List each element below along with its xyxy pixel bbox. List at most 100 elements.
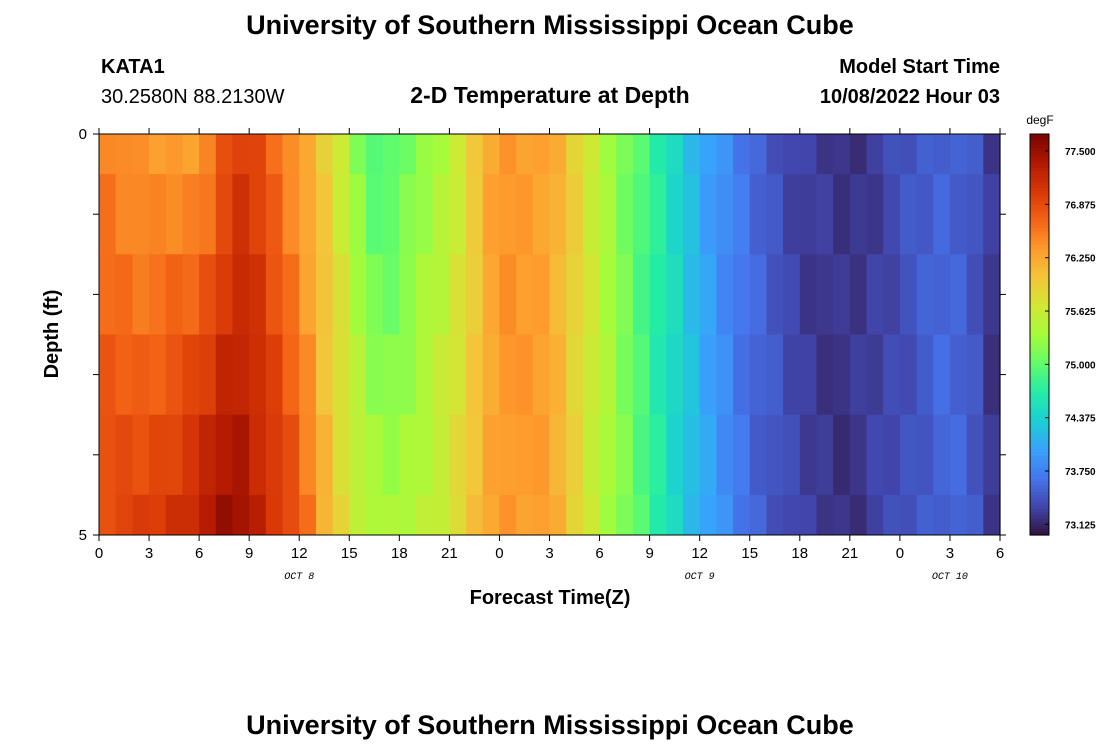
heatmap-cell: [315, 494, 334, 536]
heatmap-cell: [899, 334, 918, 416]
colorbar-segment: [1030, 421, 1049, 426]
heatmap-cell: [849, 254, 868, 335]
heatmap-cell: [582, 174, 601, 255]
heatmap-cell: [616, 174, 634, 255]
heatmap-cell: [966, 174, 984, 255]
colorbar-segment: [1030, 468, 1049, 473]
colorbar-segment: [1030, 240, 1049, 245]
heatmap-cell: [816, 414, 834, 496]
heatmap-cell: [899, 494, 918, 536]
heatmap-cell: [282, 494, 300, 536]
heatmap-cell: [549, 414, 567, 496]
heatmap-cell: [282, 334, 300, 416]
heatmap-cell: [599, 254, 617, 335]
colorbar-segment: [1030, 434, 1049, 439]
heatmap-cell: [466, 414, 484, 496]
colorbar-segment: [1030, 227, 1049, 232]
heatmap-cell: [249, 494, 267, 536]
heatmap-cell: [482, 254, 501, 335]
heatmap-cell: [115, 414, 133, 496]
heatmap-cell: [299, 494, 317, 536]
colorbar-segment: [1030, 160, 1049, 165]
colorbar-segment: [1030, 291, 1049, 295]
heatmap-cell: [983, 174, 1001, 255]
heatmap-cell: [165, 494, 184, 536]
heatmap-cell: [416, 134, 434, 175]
colorbar-segment: [1030, 401, 1049, 406]
heatmap-cell: [582, 494, 601, 536]
heatmap-cell: [949, 334, 968, 416]
heatmap-cell: [99, 494, 117, 536]
heatmap-cell: [432, 134, 450, 175]
heatmap-cell: [482, 494, 501, 536]
y-tick-label: 0: [79, 126, 87, 143]
heatmap-cell: [399, 494, 417, 536]
y-tick-label: 5: [79, 527, 87, 544]
heatmap-cell: [566, 134, 584, 175]
colorbar-segment: [1030, 154, 1049, 158]
heatmap-cell: [983, 254, 1001, 335]
heatmap-cell: [449, 334, 467, 416]
colorbar-segment: [1030, 481, 1049, 486]
x-tick-label: 3: [145, 545, 153, 562]
heatmap-cell: [416, 174, 434, 255]
heatmap-cell: [916, 174, 934, 255]
heatmap-cell: [249, 134, 267, 175]
heatmap-cell: [265, 174, 284, 255]
heatmap-cell: [466, 334, 484, 416]
heatmap-cell: [215, 134, 234, 175]
heatmap-cell: [199, 134, 217, 175]
heatmap-cell: [249, 414, 267, 496]
colorbar-segment: [1030, 284, 1049, 289]
colorbar-segment: [1030, 281, 1049, 285]
colorbar-segment: [1030, 528, 1049, 533]
y-axis: 05: [79, 126, 1006, 544]
x-tick-label: 9: [245, 545, 253, 562]
heatmap-cell: [949, 254, 968, 335]
heatmap-cell: [949, 414, 968, 496]
heatmap-cell: [699, 494, 717, 536]
heatmap-cell: [315, 134, 334, 175]
colorbar-segment: [1030, 387, 1049, 392]
colorbar-segment: [1030, 374, 1049, 379]
colorbar-segment: [1030, 471, 1049, 476]
heatmap-cell: [649, 494, 667, 536]
colorbar-segment: [1030, 174, 1049, 179]
colorbar-segment: [1030, 501, 1049, 506]
heatmap-cell: [766, 334, 784, 416]
x-axis-label: Forecast Time(Z): [470, 587, 631, 609]
heatmap-cell: [99, 414, 117, 496]
heatmap-cell: [449, 494, 467, 536]
heatmap-cell: [182, 334, 200, 416]
heatmap-cell: [933, 334, 951, 416]
x-tick-label: 0: [495, 545, 503, 562]
x-tick-label: 12: [691, 545, 708, 562]
heatmap-cell: [215, 494, 234, 536]
heatmap-cell: [966, 254, 984, 335]
heatmap-cell: [365, 494, 384, 536]
colorbar-segment: [1030, 488, 1049, 493]
heatmap-cell: [365, 414, 384, 496]
heatmap-cell: [299, 134, 317, 175]
heatmap-cell: [682, 494, 701, 536]
heatmap-cell: [215, 174, 234, 255]
heatmap-cell: [299, 334, 317, 416]
heatmap-cell: [299, 254, 317, 335]
colorbar-segment: [1030, 327, 1049, 332]
colorbar-segment: [1030, 451, 1049, 456]
heatmap-cell: [799, 494, 818, 536]
x-tick-label: 6: [195, 545, 203, 562]
x-tick-label: 15: [341, 545, 358, 562]
heatmap-cell: [599, 414, 617, 496]
heatmap-cell: [716, 334, 734, 416]
heatmap-cell: [215, 334, 234, 416]
colorbar-segment: [1030, 277, 1049, 282]
colorbar-segment: [1030, 304, 1049, 309]
colorbar-segment: [1030, 484, 1049, 489]
heatmap-cell: [616, 134, 634, 175]
colorbar-segment: [1030, 274, 1049, 279]
heatmap-cell: [983, 414, 1001, 496]
heatmap-cell: [499, 174, 517, 255]
heatmap-cell: [199, 334, 217, 416]
heatmap-cell: [649, 334, 667, 416]
